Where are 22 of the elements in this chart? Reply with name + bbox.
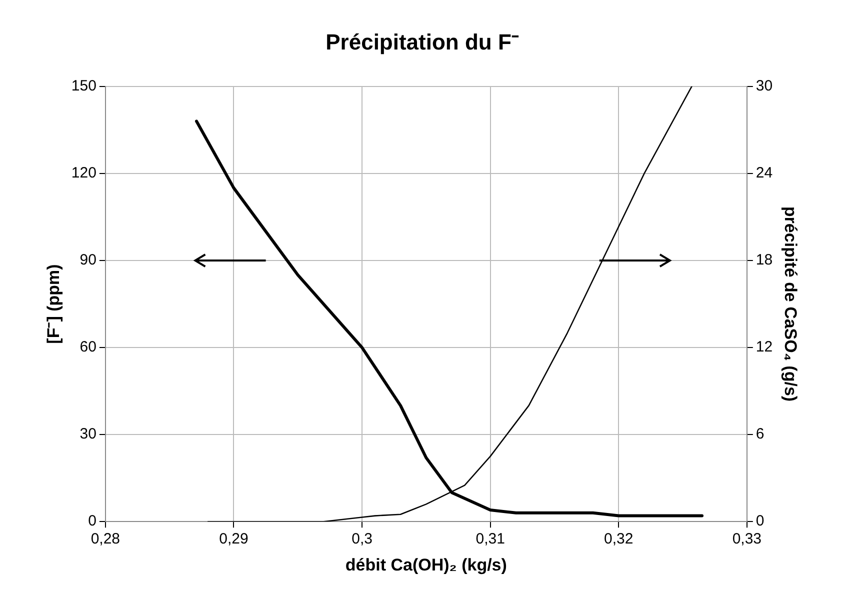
x-tick-label: 0,31: [476, 530, 505, 548]
x-tick-label: 0,29: [219, 530, 248, 548]
y-tick-label: 90: [80, 252, 96, 269]
y2-tick-label: 24: [756, 164, 773, 182]
y-tick-label: 150: [71, 78, 96, 95]
y-tick-label: 0: [88, 512, 96, 530]
y-axis-title: [F⁻] (ppm): [44, 264, 63, 344]
x-tick-label: 0,33: [732, 530, 762, 548]
x-tick-label: 0,28: [90, 530, 120, 548]
y2-tick-label: 0: [756, 512, 764, 530]
y-tick-label: 60: [80, 338, 96, 356]
y2-axis-title: précipité de CaSO₄ (g/s): [781, 206, 800, 402]
y-tick-label: 120: [71, 164, 96, 182]
y2-tick-label: 12: [756, 338, 773, 356]
x-tick-label: 0,32: [604, 530, 634, 548]
x-tick-label: 0,3: [352, 530, 372, 548]
y2-tick-label: 30: [756, 78, 773, 95]
y2-tick-label: 6: [756, 426, 764, 443]
y-tick-label: 30: [80, 426, 96, 443]
chart-title: Précipitation du F⁻: [326, 29, 520, 54]
y2-tick-label: 18: [756, 252, 773, 269]
x-axis-title: débit Ca(OH)₂ (kg/s): [345, 555, 507, 574]
